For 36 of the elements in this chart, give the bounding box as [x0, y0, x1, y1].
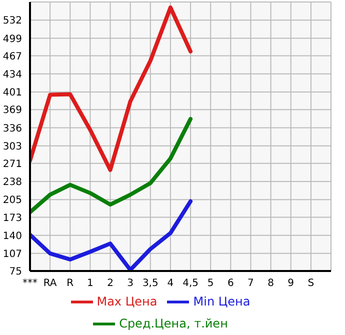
legend-label: Min Цена [193, 294, 250, 308]
x-tick-label: 8 [268, 278, 274, 290]
y-tick-label: 271 [2, 158, 22, 170]
x-tick-label: 3 [127, 278, 134, 290]
y-tick-label: 401 [2, 88, 22, 99]
line-series [30, 116, 193, 214]
line-series [30, 199, 193, 271]
y-tick-label: 140 [2, 230, 22, 242]
x-tick-label: 7 [248, 278, 254, 290]
x-tick-label: S [308, 278, 314, 290]
y-tick-label: 434 [2, 69, 22, 80]
x-tick-label: 9 [288, 278, 294, 290]
legend-label: Max Цена [96, 294, 158, 308]
y-tick-label: 499 [2, 34, 22, 45]
x-tick-label: 6 [227, 278, 234, 290]
y-tick-label: 303 [2, 141, 22, 152]
x-tick-label: 1 [87, 278, 94, 290]
line-series [30, 5, 193, 172]
x-tick-label: RA [43, 278, 57, 290]
x-tick-label: *** [22, 278, 38, 290]
x-tick-label: R [66, 278, 74, 290]
x-tick-label: 2 [107, 278, 114, 290]
legend-label: Сред.Цена, т.йен [119, 316, 228, 330]
y-tick-label: 467 [2, 51, 22, 62]
x-tick-label: 5 [207, 278, 214, 290]
y-tick-label: 173 [2, 212, 22, 224]
x-tick-label: 3,5 [142, 278, 158, 290]
x-tick-label: 4,5 [182, 278, 198, 290]
y-tick-label: 336 [2, 123, 22, 134]
y-tick-label: 205 [2, 195, 22, 206]
y-tick-label: 532 [2, 16, 22, 27]
y-tick-label: 369 [2, 105, 22, 116]
y-tick-label: 107 [2, 248, 22, 260]
y-tick-label: 238 [2, 177, 22, 188]
y-tick-label: 75 [9, 266, 22, 278]
x-tick-label: 4 [167, 278, 174, 290]
